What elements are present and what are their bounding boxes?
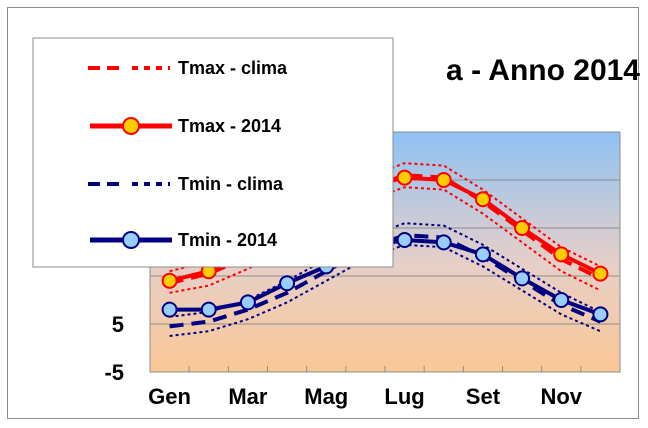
x-tick-label: Set xyxy=(466,384,501,409)
data-point xyxy=(553,292,570,308)
data-point xyxy=(592,306,609,323)
data-point xyxy=(592,265,609,282)
legend-label: Tmax - clima xyxy=(178,58,288,78)
data-point xyxy=(396,169,413,186)
y-axis: 5 -5 xyxy=(104,312,124,385)
legend: Tmax - clima Tmax - 2014 Tmin - clima Tmin … xyxy=(32,37,394,268)
legend-label: Tmin - 2014 xyxy=(178,230,277,250)
legend-marker xyxy=(122,117,140,135)
legend-label: Tmin - clima xyxy=(178,174,284,194)
data-point xyxy=(474,191,491,208)
data-point xyxy=(474,246,491,263)
data-point xyxy=(435,234,452,251)
legend-box xyxy=(32,37,394,268)
y-tick-label: 5 xyxy=(112,312,124,337)
data-point xyxy=(200,301,217,318)
x-tick-label: Lug xyxy=(384,384,424,409)
x-axis: Gen Mar Mag Lug Set Nov xyxy=(148,384,583,409)
x-tick-label: Mar xyxy=(228,384,268,409)
data-point xyxy=(396,232,413,248)
legend-marker xyxy=(122,231,140,249)
band-lower-line xyxy=(169,243,601,337)
band-upper-line xyxy=(169,162,601,273)
x-tick-label: Mag xyxy=(304,384,348,409)
data-point xyxy=(435,172,452,188)
data-point xyxy=(161,272,178,289)
data-point xyxy=(553,246,570,263)
chart-title: a - Anno 2014 xyxy=(446,54,640,87)
data-point xyxy=(514,220,531,236)
data-point xyxy=(161,301,178,318)
x-tick-label: Gen xyxy=(148,384,191,409)
data-point xyxy=(239,294,256,311)
x-tick-label: Nov xyxy=(540,384,582,409)
data-point xyxy=(514,270,531,287)
data-point xyxy=(279,275,296,292)
legend-label: Tmax - 2014 xyxy=(178,116,281,136)
y-tick-label: -5 xyxy=(104,360,124,385)
